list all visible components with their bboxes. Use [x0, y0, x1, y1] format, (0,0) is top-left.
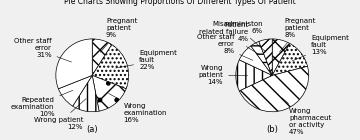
Text: Pie Charts Showing Proportions Of Different Types Of Patient: Pie Charts Showing Proportions Of Differ… — [64, 0, 296, 6]
Text: Pregnant
patient
9%: Pregnant patient 9% — [100, 18, 138, 52]
Text: Equipment
fault
22%: Equipment fault 22% — [116, 50, 177, 70]
Wedge shape — [236, 60, 272, 91]
Wedge shape — [259, 39, 272, 75]
Wedge shape — [251, 41, 272, 75]
Wedge shape — [92, 39, 112, 75]
Wedge shape — [58, 75, 92, 106]
Text: Pregnant
patient
8%: Pregnant patient 8% — [279, 18, 316, 52]
Wedge shape — [73, 75, 99, 112]
Text: Other staff
error
8%: Other staff error 8% — [197, 34, 253, 60]
Text: Wrong
examination
16%: Wrong examination 16% — [109, 94, 167, 123]
Text: (b): (b) — [266, 125, 278, 134]
Wedge shape — [92, 45, 129, 89]
Wedge shape — [239, 66, 309, 112]
Text: Misadministon
6%: Misadministon 6% — [212, 21, 266, 52]
Text: (a): (a) — [86, 125, 98, 134]
Wedge shape — [92, 75, 126, 111]
Text: Patient
related failure
4%: Patient related failure 4% — [199, 22, 259, 55]
Text: Equipment
fault
13%: Equipment fault 13% — [292, 35, 349, 61]
Wedge shape — [272, 43, 307, 75]
Text: Wrong
pharmaceut
or activity
47%: Wrong pharmaceut or activity 47% — [282, 98, 331, 135]
Wedge shape — [272, 39, 290, 75]
Wedge shape — [56, 39, 92, 89]
Text: Other staff
error
31%: Other staff error 31% — [14, 38, 72, 62]
Text: Wrong
patient
14%: Wrong patient 14% — [198, 65, 248, 85]
Wedge shape — [239, 46, 272, 75]
Text: Wrong patient
12%: Wrong patient 12% — [33, 99, 86, 130]
Text: Repeated
examination
10%: Repeated examination 10% — [11, 90, 73, 117]
